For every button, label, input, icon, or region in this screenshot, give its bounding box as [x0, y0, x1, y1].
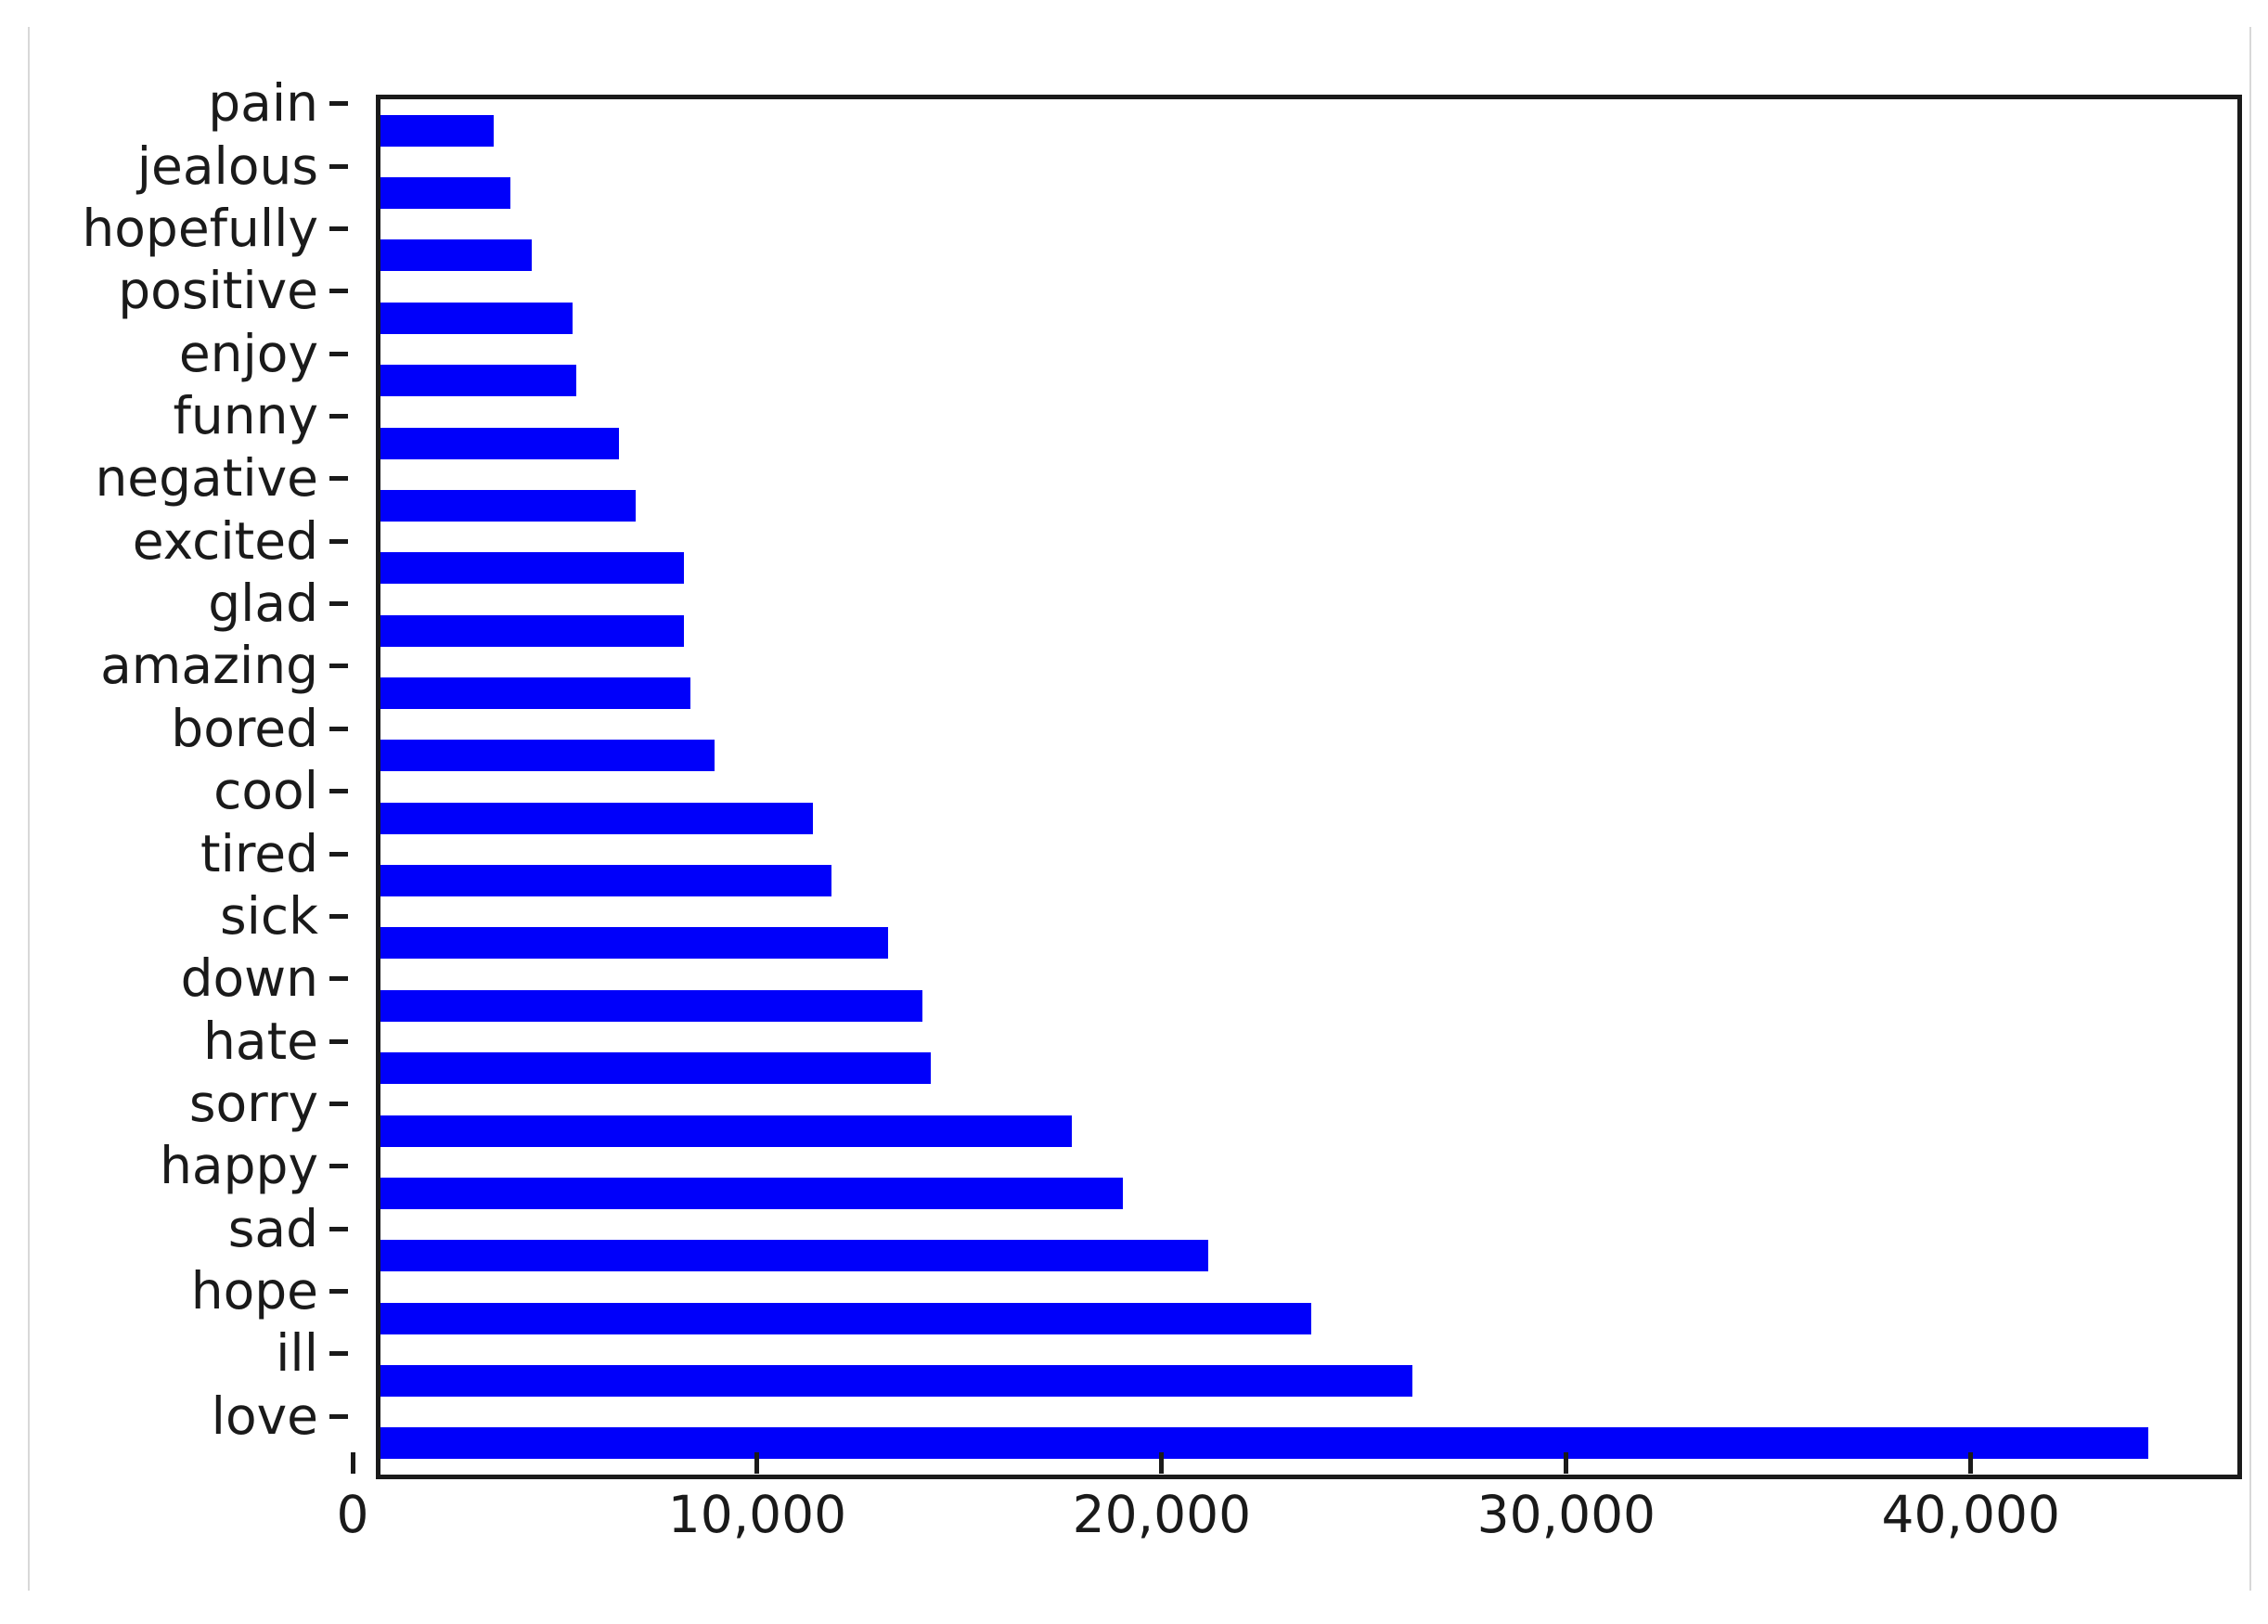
y-axis-label-enjoy: enjoy [178, 323, 318, 383]
bar-jealous [380, 177, 510, 210]
x-tick [350, 1452, 355, 1474]
bar-excited [380, 552, 684, 585]
card-frame: pain jealous hopefully positive enjoy funny ne… [28, 27, 2251, 1591]
bar-love [380, 1427, 2149, 1460]
y-tick [329, 289, 348, 294]
y-axis-label-tired: tired [200, 823, 318, 883]
bar-cool [380, 802, 814, 834]
y-axis-label-sick: sick [219, 885, 318, 946]
x-axis-tick-label: 40,000 [1881, 1485, 2061, 1544]
x-axis-tick-label: 30,000 [1476, 1485, 1656, 1544]
y-tick [329, 913, 348, 919]
y-tick [329, 101, 348, 107]
bar-bored [380, 740, 715, 772]
bar-ill [380, 1364, 1412, 1397]
y-tick [329, 1226, 348, 1231]
y-tick [329, 976, 348, 982]
y-axis-label-bored: bored [171, 698, 318, 758]
bar-hopefully [380, 239, 533, 272]
y-tick [329, 1164, 348, 1169]
bar-sad [380, 1240, 1208, 1272]
bar-sick [380, 927, 889, 960]
y-axis-label-jealous: jealous [136, 135, 318, 196]
y-axis-label-hate: hate [203, 1011, 318, 1071]
bar-hope [380, 1302, 1311, 1334]
y-axis-label-negative: negative [95, 448, 318, 509]
bar-negative [380, 489, 636, 522]
y-axis-label-cool: cool [213, 761, 318, 821]
y-tick [329, 726, 348, 731]
y-axis-label-hope: hope [190, 1261, 318, 1321]
bar-down [380, 989, 923, 1022]
y-axis-label-ill: ill [276, 1323, 318, 1384]
y-tick [329, 851, 348, 857]
y-tick [329, 226, 348, 231]
y-axis-label-amazing: amazing [100, 636, 318, 696]
y-axis-label-hopefully: hopefully [82, 198, 318, 258]
y-axis-label-down: down [180, 948, 318, 1009]
y-tick [329, 789, 348, 794]
bar-sorry [380, 1115, 1073, 1147]
bar-hate [380, 1052, 931, 1085]
x-axis-tick-label: 20,000 [1072, 1485, 1252, 1544]
y-tick [329, 1038, 348, 1044]
y-tick [329, 538, 348, 544]
y-tick [329, 351, 348, 356]
bar-funny [380, 427, 620, 459]
y-axis-label-love: love [211, 1386, 318, 1446]
y-tick [329, 163, 348, 169]
bar-happy [380, 1177, 1123, 1209]
x-tick [1564, 1452, 1569, 1474]
y-tick [329, 1413, 348, 1419]
y-tick [329, 476, 348, 482]
x-axis-tick-label: 0 [336, 1485, 369, 1544]
y-tick [329, 664, 348, 669]
x-tick [754, 1452, 760, 1474]
y-axis-label-happy: happy [160, 1136, 318, 1196]
y-tick [329, 601, 348, 607]
bar-tired [380, 865, 832, 897]
bar-positive [380, 302, 573, 334]
y-axis-label-positive: positive [118, 261, 318, 321]
bar-enjoy [380, 365, 577, 397]
y-tick [329, 1289, 348, 1295]
y-axis-label-funny: funny [173, 386, 319, 445]
y-tick [329, 1351, 348, 1357]
bar-glad [380, 614, 684, 647]
plot-area [376, 95, 2242, 1479]
y-tick [329, 414, 348, 419]
y-axis-label-sad: sad [227, 1198, 318, 1258]
y-axis-label-excited: excited [132, 510, 318, 571]
x-axis-tick-label: 10,000 [667, 1485, 847, 1544]
y-axis-label-sorry: sorry [188, 1074, 318, 1133]
x-tick [1159, 1452, 1165, 1474]
x-tick [1968, 1452, 1974, 1474]
y-axis-label-glad: glad [208, 574, 318, 634]
y-axis-label-pain: pain [208, 73, 318, 134]
bar-amazing [380, 677, 690, 709]
bar-pain [380, 114, 495, 147]
y-tick [329, 1102, 348, 1106]
